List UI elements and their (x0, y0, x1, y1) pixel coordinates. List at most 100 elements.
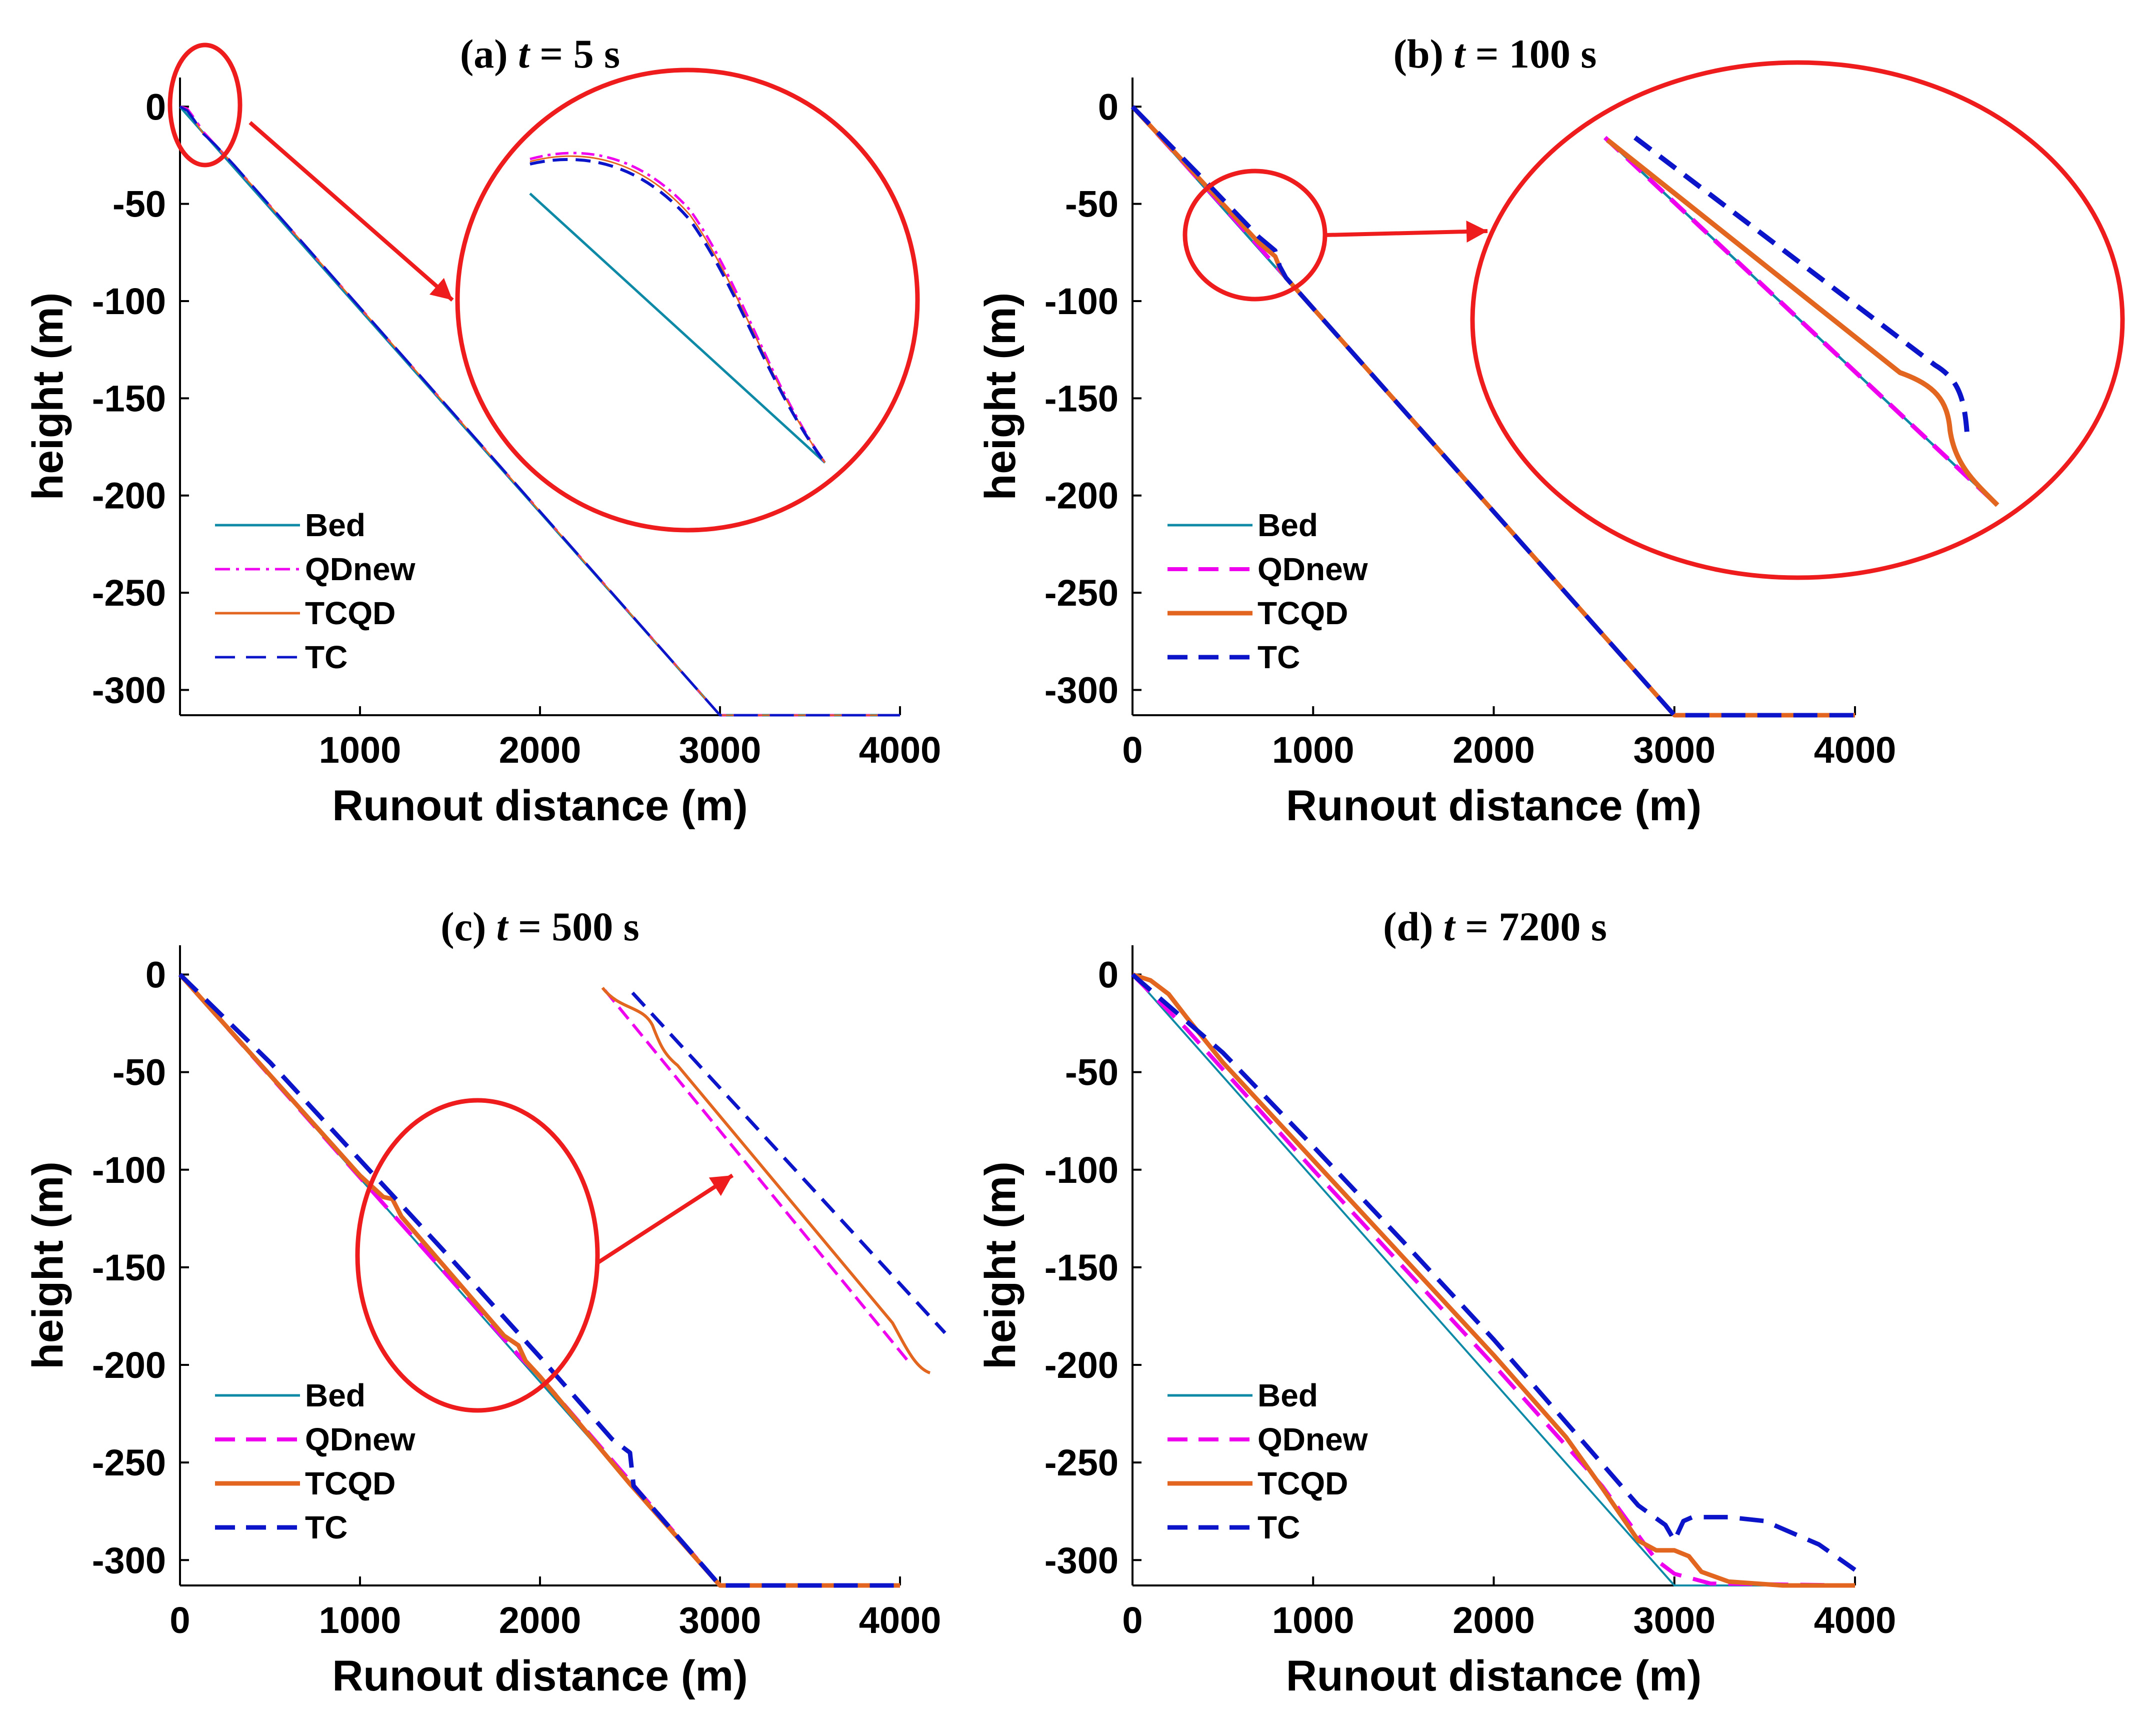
series-line-tc (1130, 105, 1855, 718)
title-value: = 500 s (508, 904, 640, 949)
title-variable: t (496, 904, 509, 949)
y-tick-label: -100 (92, 281, 166, 322)
y-tick-label: -50 (1065, 184, 1118, 225)
series-line-tcqd (1132, 972, 1855, 1588)
legend-label-tc: TC (305, 639, 348, 675)
series-line-bed (1132, 974, 1855, 1586)
panel-label: (b) (1394, 31, 1454, 77)
legend-label-qdnew: QDnew (305, 1421, 416, 1457)
legend-label-tcqd: TCQD (305, 1465, 396, 1501)
title-variable: t (518, 31, 530, 77)
legend-label-qdnew: QDnew (1258, 551, 1368, 587)
y-tick-label: 0 (1098, 954, 1118, 996)
zoom-curve-3 (1633, 136, 1970, 441)
zoom-curve-2 (1606, 138, 2000, 507)
zoom-arrow-head (429, 278, 452, 300)
zoom-arrow (248, 121, 454, 302)
series-line-tc (179, 106, 900, 717)
zoom-inset-c (355, 987, 946, 1413)
panel-label: (d) (1383, 904, 1444, 949)
legend-label-qdnew: QDnew (1258, 1421, 1368, 1457)
legend-label-qdnew: QDnew (305, 551, 416, 587)
legend-label-tcqd: TCQD (1258, 595, 1348, 631)
y-tick-label: 0 (146, 954, 166, 996)
zoom-source-ellipse (355, 1098, 600, 1413)
x-tick-label: 0 (170, 1599, 190, 1641)
legend-label-tc: TC (1258, 1509, 1300, 1545)
chart-panel-a: (a) t = 5 s 0 -50 -100 -150 -200 -250 -300 1000 2… (24, 31, 941, 830)
x-axis-label: Runout distance (m) (1286, 782, 1702, 830)
legend-label-tc: TC (305, 1509, 348, 1545)
y-axis-label: height (m) (24, 293, 72, 501)
x-tick-label: 0 (1122, 729, 1142, 771)
x-tick-label: 2000 (499, 729, 582, 771)
x-tick-label: 2000 (1452, 729, 1535, 771)
chart-title: (a) t = 5 s (460, 31, 620, 77)
x-tick-label: 1000 (1272, 1599, 1354, 1641)
title-value: = 7200 s (1455, 904, 1607, 949)
zoom-inset-b (1182, 60, 2125, 580)
chart-title: (d) t = 7200 s (1383, 904, 1607, 949)
y-tick-label: -150 (92, 378, 166, 419)
x-tick-label: 3000 (1633, 729, 1716, 771)
zoom-inset-a (168, 43, 920, 533)
y-tick-label: -200 (92, 475, 166, 517)
y-axis-label: height (m) (24, 1161, 72, 1369)
chart-panel-c: (c) t = 500 s0-50-100-150-200-250-3000 10… (24, 904, 941, 1700)
zoom-arrow (596, 1173, 734, 1265)
panel-label: (a) (460, 31, 518, 77)
y-tick-label: -100 (92, 1149, 166, 1191)
y-tick-label: -300 (92, 1539, 166, 1581)
zoom-curve-0 (529, 193, 826, 464)
zoom-curve-2 (530, 155, 826, 463)
zoom-curve-0 (604, 989, 909, 1361)
zoom-source-ellipse (168, 43, 242, 168)
panel-label: (c) (440, 904, 496, 949)
y-tick-label: -50 (112, 1052, 166, 1093)
zoom-target-ellipse (455, 68, 920, 533)
zoom-curve-2 (631, 991, 946, 1334)
legend-label-tc: TC (1258, 639, 1300, 675)
zoom-arrow-head (1466, 221, 1488, 243)
chart-title: (b) t = 100 s (1394, 31, 1597, 77)
y-tick-label: -250 (1044, 1442, 1118, 1483)
x-tick-label: 3000 (1633, 1599, 1716, 1641)
y-tick-label: -50 (1065, 1052, 1118, 1093)
y-tick-label: -150 (92, 1247, 166, 1288)
series-line-tcqd (178, 973, 900, 1588)
x-axis-label: Runout distance (m) (332, 1652, 748, 1700)
x-tick-label: 0 (1122, 1599, 1142, 1641)
y-tick-label: -300 (92, 669, 166, 711)
y-tick-label: -150 (1044, 1247, 1118, 1288)
chart-title: (c) t = 500 s (440, 904, 639, 949)
chart-panel-b: (b) t = 100 s0-50-100-150-200-250-3000 10… (976, 31, 1896, 830)
series-line-tc (1131, 973, 1856, 1572)
y-tick-label: -300 (1044, 1539, 1118, 1581)
x-tick-label: 4000 (859, 729, 942, 771)
y-axis-label: height (m) (976, 1161, 1024, 1369)
y-tick-label: -250 (92, 1442, 166, 1483)
y-tick-label: -250 (1044, 572, 1118, 614)
x-tick-label: 1000 (1272, 729, 1354, 771)
x-tick-label: 4000 (1814, 1599, 1896, 1641)
zoom-curve-0 (1604, 137, 1998, 506)
zoom-arrow-head (708, 1175, 732, 1196)
y-axis-label: height (m) (976, 293, 1024, 501)
y-tick-label: -150 (1044, 378, 1118, 419)
title-value: = 5 s (530, 31, 620, 77)
series-line-tcqd (1130, 105, 1855, 718)
y-tick-label: 0 (146, 86, 166, 128)
zoom-arrow (1324, 229, 1488, 237)
x-tick-label: 3000 (679, 1599, 762, 1641)
y-tick-label: -300 (1044, 669, 1118, 711)
zoom-curve-1 (530, 152, 826, 464)
y-tick-label: -100 (1044, 1149, 1118, 1191)
legend-label-bed: Bed (1258, 507, 1318, 543)
y-tick-label: -200 (1044, 475, 1118, 517)
zoom-curve-3 (530, 158, 826, 464)
chart-panel-d: (d) t = 7200 s0-50-100-150-200-250-3000 1… (976, 904, 1896, 1700)
legend-label-tcqd: TCQD (305, 595, 396, 631)
zoom-target-ellipse (1470, 60, 2125, 580)
x-tick-label: 2000 (1452, 1599, 1535, 1641)
